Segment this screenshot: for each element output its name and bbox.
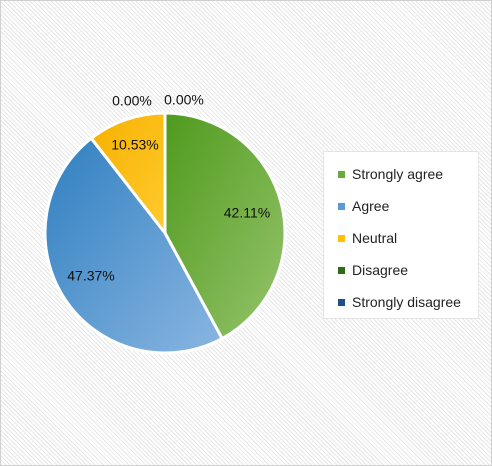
legend-item-neutral: Neutral [324,222,478,254]
legend: Strongly agree Agree Neutral Disagree Strong… [323,151,479,319]
data-label-strongly-agree: 42.11% [224,205,270,221]
pie-slice-strongly-agree [163,111,287,341]
legend-swatch [338,202,345,210]
legend-label: Strongly agree [352,166,444,182]
legend-item-disagree: Disagree [324,254,478,286]
legend-swatch [338,298,345,306]
data-label-neutral: 10.53% [111,137,158,153]
legend-item-agree: Agree [324,190,478,222]
legend-swatch [338,170,345,178]
data-label-agree: 47.37% [67,268,114,284]
data-label-disagree: 0.00% [112,93,152,109]
legend-label: Disagree [352,262,409,278]
legend-label: Agree [352,198,390,214]
pie-slice-neutral [89,111,167,235]
pie-slice-agree [43,136,224,355]
legend-label: Strongly disagree [352,294,461,310]
legend-item-strongly-agree: Strongly agree [324,158,478,190]
legend-swatch [338,266,345,274]
legend-label: Neutral [352,230,398,246]
data-label-strongly-disagree: 0.00% [164,92,204,108]
legend-swatch [338,234,345,242]
legend-item-strongly-disagree: Strongly disagree [324,286,478,318]
